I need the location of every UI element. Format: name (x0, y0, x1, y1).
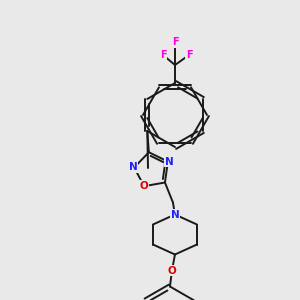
Text: N: N (164, 157, 173, 166)
Text: O: O (140, 181, 148, 191)
Text: O: O (168, 266, 176, 275)
Text: F: F (172, 37, 178, 47)
Text: F: F (186, 50, 192, 60)
Text: N: N (129, 163, 138, 172)
Text: F: F (160, 50, 166, 60)
Text: N: N (171, 209, 179, 220)
